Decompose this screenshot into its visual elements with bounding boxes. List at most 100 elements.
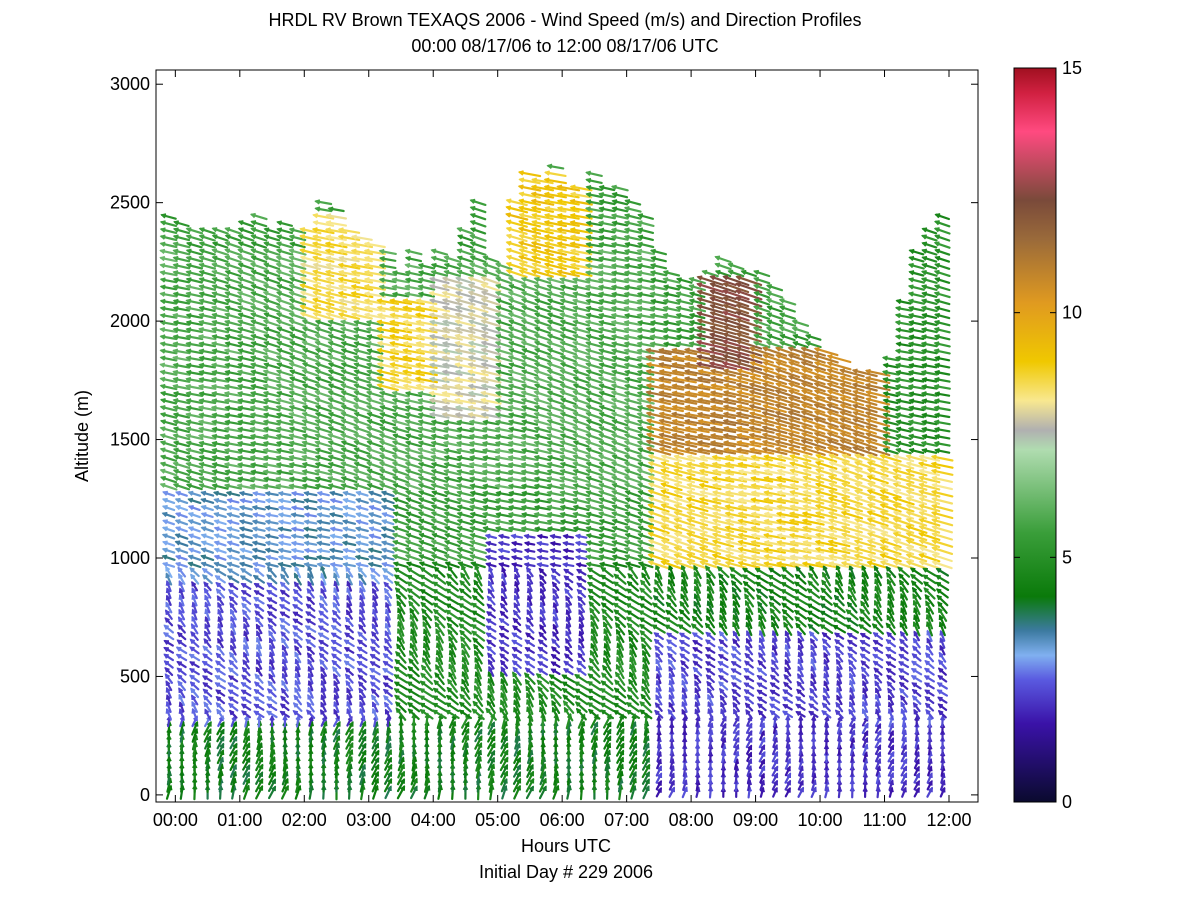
wind-arrow	[263, 427, 281, 433]
wind-arrow-head	[173, 440, 179, 446]
wind-arrow	[186, 328, 204, 333]
wind-arrow	[173, 349, 191, 355]
wind-arrow	[186, 399, 204, 405]
wind-arrow-head	[250, 312, 257, 318]
wind-arrow-head	[238, 540, 245, 546]
wind-arrow-head	[178, 708, 184, 714]
wind-arrow	[173, 483, 191, 491]
wind-arrow-head	[281, 672, 287, 679]
wind-arrow-head	[165, 594, 171, 601]
wind-arrow-head	[198, 412, 205, 418]
wind-arrow-head	[250, 333, 257, 340]
wind-arrow	[216, 743, 225, 757]
wind-arrow-head	[264, 561, 271, 568]
wind-arrow-head	[230, 637, 236, 643]
wind-arrow	[230, 778, 237, 793]
wind-arrow-head	[198, 447, 205, 454]
wind-arrow	[276, 355, 294, 363]
wind-arrow-head	[241, 666, 248, 673]
wind-arrow-head	[159, 482, 166, 488]
wind-arrow-head	[240, 689, 247, 695]
wind-arrow	[225, 413, 242, 419]
wind-arrow-head	[198, 227, 205, 233]
wind-arrow-head	[198, 284, 205, 290]
wind-arrow	[278, 562, 292, 568]
wind-arrow-head	[159, 362, 166, 368]
wind-arrow-head	[211, 440, 218, 447]
wind-arrow-head	[185, 391, 192, 397]
wind-arrow-head	[185, 412, 192, 418]
wind-arrow-head	[198, 391, 205, 397]
wind-arrow	[237, 298, 255, 306]
wind-arrow	[276, 384, 294, 391]
wind-arrow	[289, 228, 307, 234]
wind-arrow-head	[159, 241, 166, 247]
wind-arrow-head	[163, 653, 169, 659]
wind-arrow-head	[307, 672, 313, 679]
wind-arrow	[204, 735, 212, 750]
wind-arrow	[199, 292, 216, 298]
wind-arrow	[200, 554, 215, 562]
wind-arrow-head	[236, 298, 243, 304]
wind-arrow	[278, 527, 292, 532]
wind-arrow-head	[213, 554, 220, 560]
wind-arrow-head	[236, 391, 243, 397]
wind-arrow	[199, 462, 216, 469]
wind-arrow-head	[189, 674, 195, 680]
wind-arrow	[186, 299, 204, 305]
wind-arrow-head	[224, 355, 231, 361]
wind-arrow-head	[255, 636, 261, 643]
wind-arrow-head	[268, 637, 274, 644]
wind-arrow-head	[252, 490, 258, 497]
wind-arrow-head	[268, 630, 274, 636]
wind-arrow	[213, 491, 228, 497]
wind-arrow-head	[191, 601, 197, 608]
wind-arrow-head	[280, 631, 286, 637]
wind-arrow-head	[211, 298, 218, 304]
wind-arrow	[263, 305, 281, 313]
wind-arrow	[265, 562, 279, 568]
wind-arrow-head	[275, 255, 282, 261]
wind-arrow	[173, 476, 190, 484]
wind-arrow-head	[263, 262, 270, 268]
wind-arrow-head	[292, 618, 299, 624]
wind-arrow-head	[159, 255, 166, 262]
wind-arrow	[250, 263, 268, 271]
wind-arrow-head	[189, 567, 195, 573]
wind-arrow-head	[295, 714, 301, 721]
wind-arrow-head	[276, 291, 282, 297]
wind-arrow-head	[281, 651, 287, 657]
wind-arrow-head	[290, 519, 297, 525]
wind-arrow-head	[224, 269, 231, 276]
wind-arrow	[291, 562, 305, 568]
wind-arrow-head	[200, 490, 207, 496]
wind-arrow-head	[276, 326, 283, 332]
wind-arrow-head	[250, 341, 257, 347]
wind-arrow-head	[251, 519, 258, 525]
wind-arrow-head	[245, 742, 251, 748]
wind-arrow	[225, 363, 242, 369]
wind-arrow-head	[159, 369, 166, 375]
wind-arrow-head	[215, 689, 221, 695]
wind-arrow	[186, 462, 204, 469]
wind-arrow-head	[275, 248, 282, 254]
wind-arrow	[263, 384, 281, 391]
wind-arrow	[250, 305, 268, 313]
wind-arrow	[243, 720, 250, 737]
wind-arrow-head	[263, 340, 270, 347]
wind-arrow-head	[267, 688, 273, 694]
wind-arrow	[185, 434, 204, 441]
wind-arrow	[250, 327, 268, 334]
wind-arrow-head	[211, 483, 218, 489]
wind-arrow	[263, 413, 281, 419]
wind-arrow-head	[198, 483, 205, 489]
wind-arrow-head	[288, 454, 295, 461]
wind-arrow-head	[262, 376, 269, 382]
wind-arrow	[229, 750, 238, 764]
wind-arrow-head	[258, 756, 264, 763]
wind-arrows	[159, 163, 954, 801]
wind-arrow-head	[203, 581, 209, 587]
wind-arrow-head	[174, 497, 181, 503]
wind-arrow-head	[264, 540, 271, 546]
wind-arrow-head	[279, 589, 286, 595]
